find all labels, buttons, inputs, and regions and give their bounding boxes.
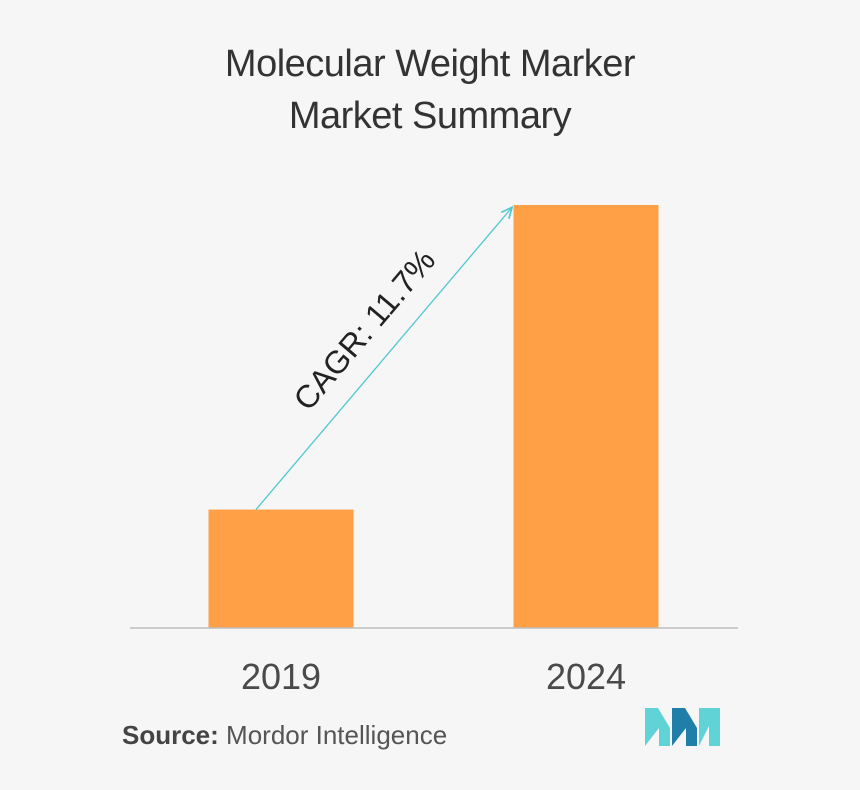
chart-title-line-2: Market Summary — [288, 95, 572, 137]
chart-title-line-1: Molecular Weight Marker — [224, 43, 636, 85]
bars-layer — [208, 205, 659, 628]
bar-chart: CAGR: 11.7% 2019 2024 — [130, 205, 738, 697]
x-tick-label-2024: 2024 — [546, 656, 626, 697]
chart-title: Molecular Weight Marker Market Summary — [130, 38, 730, 142]
source-note: Source: Mordor Intelligence — [122, 720, 447, 751]
bar-2019 — [208, 509, 354, 628]
x-tick-labels: 2019 2024 — [241, 656, 626, 697]
source-value: Mordor Intelligence — [226, 720, 448, 750]
mordor-intelligence-logo-icon — [645, 708, 720, 746]
x-tick-label-2019: 2019 — [241, 656, 321, 697]
cagr-arrow — [255, 208, 512, 510]
source-label: Source: — [122, 720, 219, 750]
cagr-annotation: CAGR: 11.7% — [286, 242, 442, 417]
bar-2024 — [513, 205, 659, 628]
